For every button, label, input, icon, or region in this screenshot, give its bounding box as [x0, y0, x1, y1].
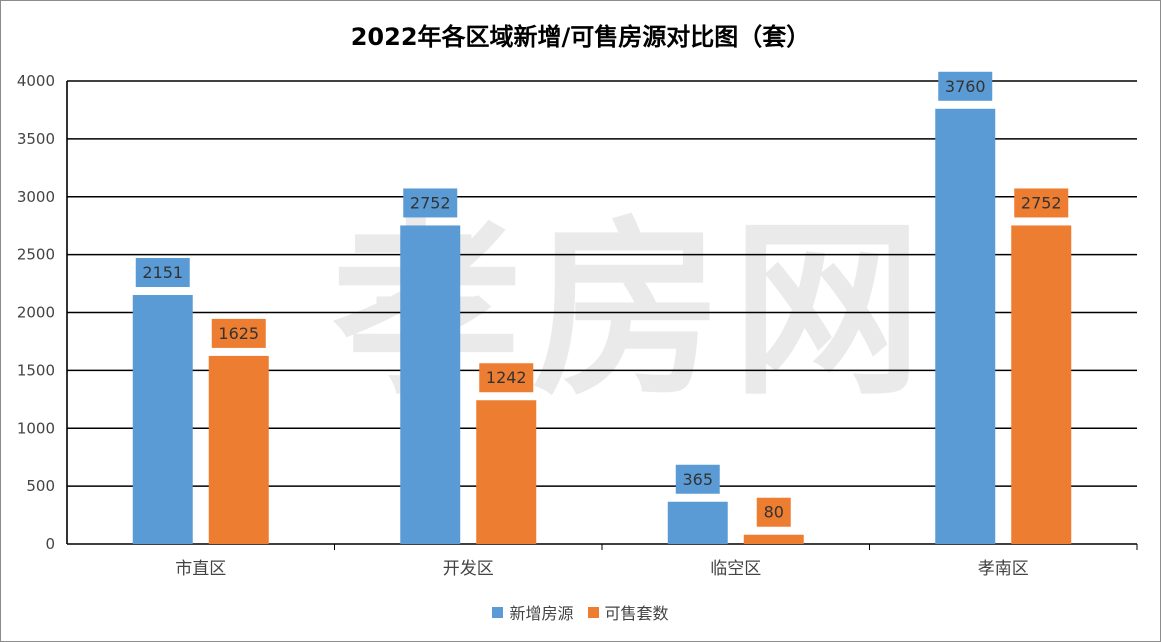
chart-title: 2022年各区域新增/可售房源对比图（套）: [350, 23, 811, 51]
data-label-box: [211, 318, 266, 348]
x-tick-label: 市直区: [175, 559, 226, 579]
legend-item-series-2: 可售套数: [587, 600, 669, 624]
legend-item-series-1: 新增房源: [492, 600, 574, 624]
data-label: 2752: [410, 193, 451, 212]
data-label-box: [1014, 188, 1069, 218]
data-label-box: [135, 258, 190, 288]
data-label-box: [756, 497, 791, 527]
bar: [935, 108, 996, 544]
data-label: 2752: [1021, 193, 1062, 212]
x-tick-label: 孝南区: [978, 559, 1029, 579]
y-tick-label: 4000: [17, 72, 55, 90]
data-label: 1242: [486, 368, 527, 387]
bar: [400, 225, 461, 544]
y-tick-label: 1500: [17, 361, 55, 379]
legend: 新增房源 可售套数: [1, 600, 1160, 624]
data-label: 2151: [142, 263, 183, 282]
data-label-box: [479, 363, 534, 393]
x-tick-label: 开发区: [443, 559, 494, 579]
data-label: 80: [764, 503, 784, 522]
legend-label-series-1: 新增房源: [509, 604, 574, 623]
x-tick-label: 临空区: [710, 559, 761, 579]
y-tick-label: 2500: [17, 246, 55, 264]
data-label: 3760: [945, 77, 986, 96]
y-tick-label: 3000: [17, 188, 55, 206]
data-label-box: [675, 464, 720, 494]
data-label: 1625: [218, 324, 259, 343]
data-label-box: [403, 188, 458, 218]
bar: [208, 355, 269, 544]
y-tick-label: 1000: [17, 419, 55, 437]
legend-swatch-series-1: [492, 606, 504, 618]
bar: [476, 400, 537, 544]
data-label: 365: [682, 470, 713, 489]
legend-label-series-2: 可售套数: [604, 604, 669, 623]
bar: [667, 501, 728, 544]
data-label-box: [938, 71, 993, 101]
y-tick-label: 2000: [17, 304, 55, 322]
y-tick-label: 0: [45, 535, 55, 553]
legend-swatch-series-2: [587, 606, 599, 618]
y-tick-label: 3500: [17, 130, 55, 148]
y-tick-label: 500: [26, 477, 55, 495]
bar: [132, 295, 193, 544]
bar: [1011, 225, 1072, 544]
bar: [743, 534, 804, 544]
